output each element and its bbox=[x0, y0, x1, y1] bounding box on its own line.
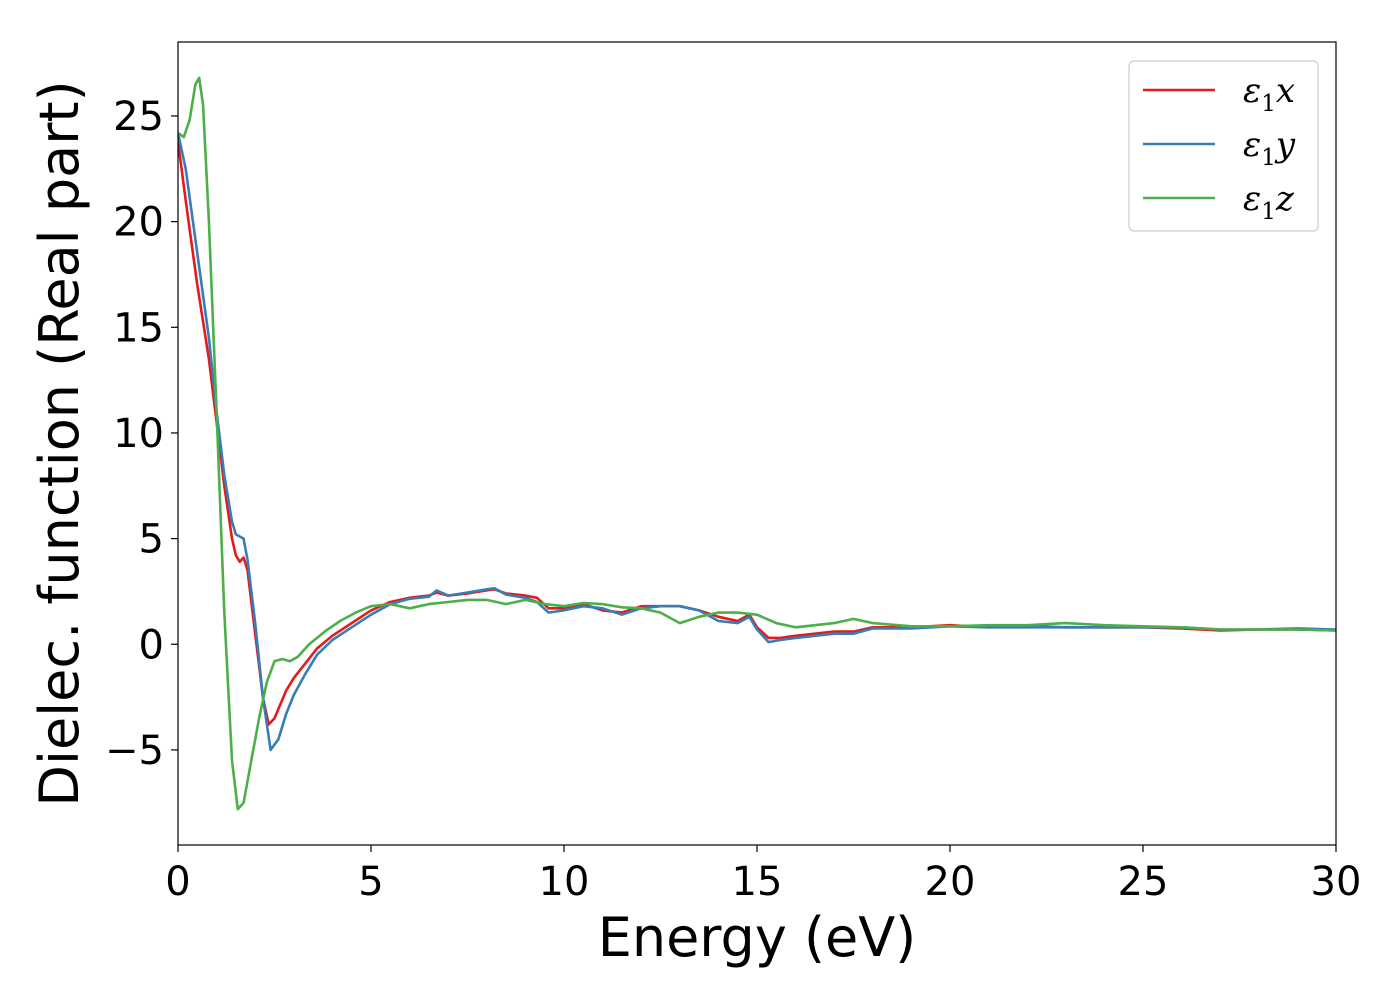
legend-label-component: x bbox=[1276, 71, 1295, 111]
y-tick-label: 25 bbox=[113, 94, 164, 140]
series-layer bbox=[178, 76, 1336, 811]
y-tick-label: 10 bbox=[113, 411, 164, 457]
legend-label-subscript: 1 bbox=[1261, 145, 1276, 171]
y-tick-label: 15 bbox=[113, 305, 164, 351]
x-tick-label: 30 bbox=[1311, 859, 1362, 905]
x-tick-label: 15 bbox=[732, 859, 783, 905]
y-axis-ticks: −5 0 5 10 15 20 25 bbox=[105, 94, 178, 774]
x-tick-label: 10 bbox=[539, 859, 590, 905]
legend-label-y: ε1y bbox=[1243, 125, 1296, 171]
legend-label-component: y bbox=[1274, 125, 1296, 165]
x-tick-label: 5 bbox=[358, 859, 383, 905]
legend-box bbox=[1128, 60, 1319, 232]
series-line-z bbox=[178, 76, 1336, 811]
legend-label-symbol: ε bbox=[1243, 71, 1261, 111]
y-tick-label: 5 bbox=[139, 517, 164, 563]
legend-label-symbol: ε bbox=[1243, 125, 1261, 165]
x-axis-title: Energy (eV) bbox=[598, 906, 917, 969]
x-axis-ticks: 0 5 10 15 20 25 30 bbox=[165, 845, 1361, 905]
y-axis-title: Dielec. function (Real part) bbox=[28, 80, 91, 806]
legend-label-x: ε1x bbox=[1243, 71, 1295, 117]
legend-label-component: z bbox=[1275, 179, 1295, 219]
legend-label-subscript: 1 bbox=[1261, 91, 1276, 117]
y-tick-label: −5 bbox=[105, 728, 164, 774]
legend-label-z: ε1z bbox=[1243, 179, 1295, 225]
x-tick-label: 0 bbox=[165, 859, 190, 905]
legend-label-symbol: ε bbox=[1243, 179, 1261, 219]
x-tick-label: 20 bbox=[925, 859, 976, 905]
legend-label-subscript: 1 bbox=[1261, 199, 1276, 225]
x-tick-label: 25 bbox=[1118, 859, 1169, 905]
y-tick-label: 0 bbox=[139, 622, 164, 668]
y-tick-label: 20 bbox=[113, 200, 164, 246]
